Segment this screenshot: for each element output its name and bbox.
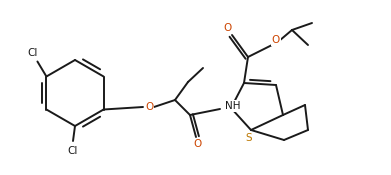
Text: Cl: Cl bbox=[68, 146, 78, 156]
Text: O: O bbox=[145, 102, 153, 112]
Text: Cl: Cl bbox=[27, 48, 38, 58]
Text: O: O bbox=[272, 35, 280, 45]
Text: S: S bbox=[246, 133, 252, 143]
Text: O: O bbox=[193, 139, 201, 149]
Text: NH: NH bbox=[225, 101, 240, 111]
Text: O: O bbox=[223, 23, 231, 33]
